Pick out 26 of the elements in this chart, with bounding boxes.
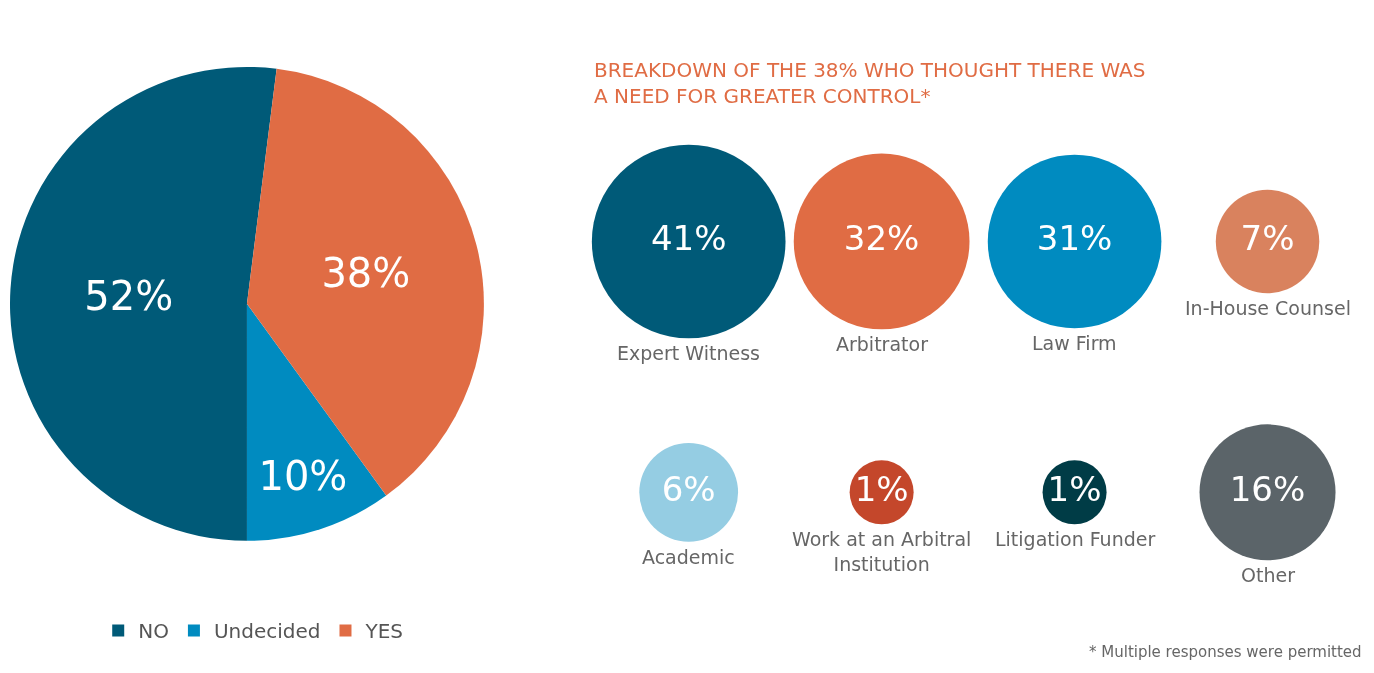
data-label: 32% <box>843 217 920 258</box>
data-label: 10% <box>258 453 348 499</box>
data-label: 41% <box>650 217 727 258</box>
text: BREAKDOWN OF THE 38% WHO THOUGHT THERE WAS A NEED FOR GREATER CONTROL* <box>594 58 1146 108</box>
category-label: Other <box>1241 564 1296 586</box>
text: * Multiple responses were permitted <box>1089 643 1362 661</box>
category-label: Academic <box>642 546 735 568</box>
data-label: 38% <box>321 250 411 297</box>
data-label: 31% <box>1036 217 1113 258</box>
pie-slice <box>246 68 484 496</box>
category-label: Litigation Funder <box>995 528 1156 550</box>
category-label: Law Firm <box>1032 332 1117 354</box>
data-label: 1% <box>854 468 909 509</box>
data-label: 16% <box>1229 468 1306 509</box>
category-label: Arbitrator <box>836 333 929 355</box>
data-label: 7% <box>1240 217 1295 258</box>
category-label: Expert Witness <box>617 342 760 364</box>
data-label: 6% <box>661 468 716 509</box>
category-label: Work at an Arbitral Institution <box>792 528 972 575</box>
legend-label: YES <box>364 619 404 644</box>
data-label: 52% <box>84 273 174 320</box>
data-label: 1% <box>1047 468 1102 509</box>
legend-label: NO <box>138 619 169 644</box>
category-label: In-House Counsel <box>1185 297 1351 319</box>
pie-slice <box>246 303 387 541</box>
legend-label: Undecided <box>213 619 321 644</box>
